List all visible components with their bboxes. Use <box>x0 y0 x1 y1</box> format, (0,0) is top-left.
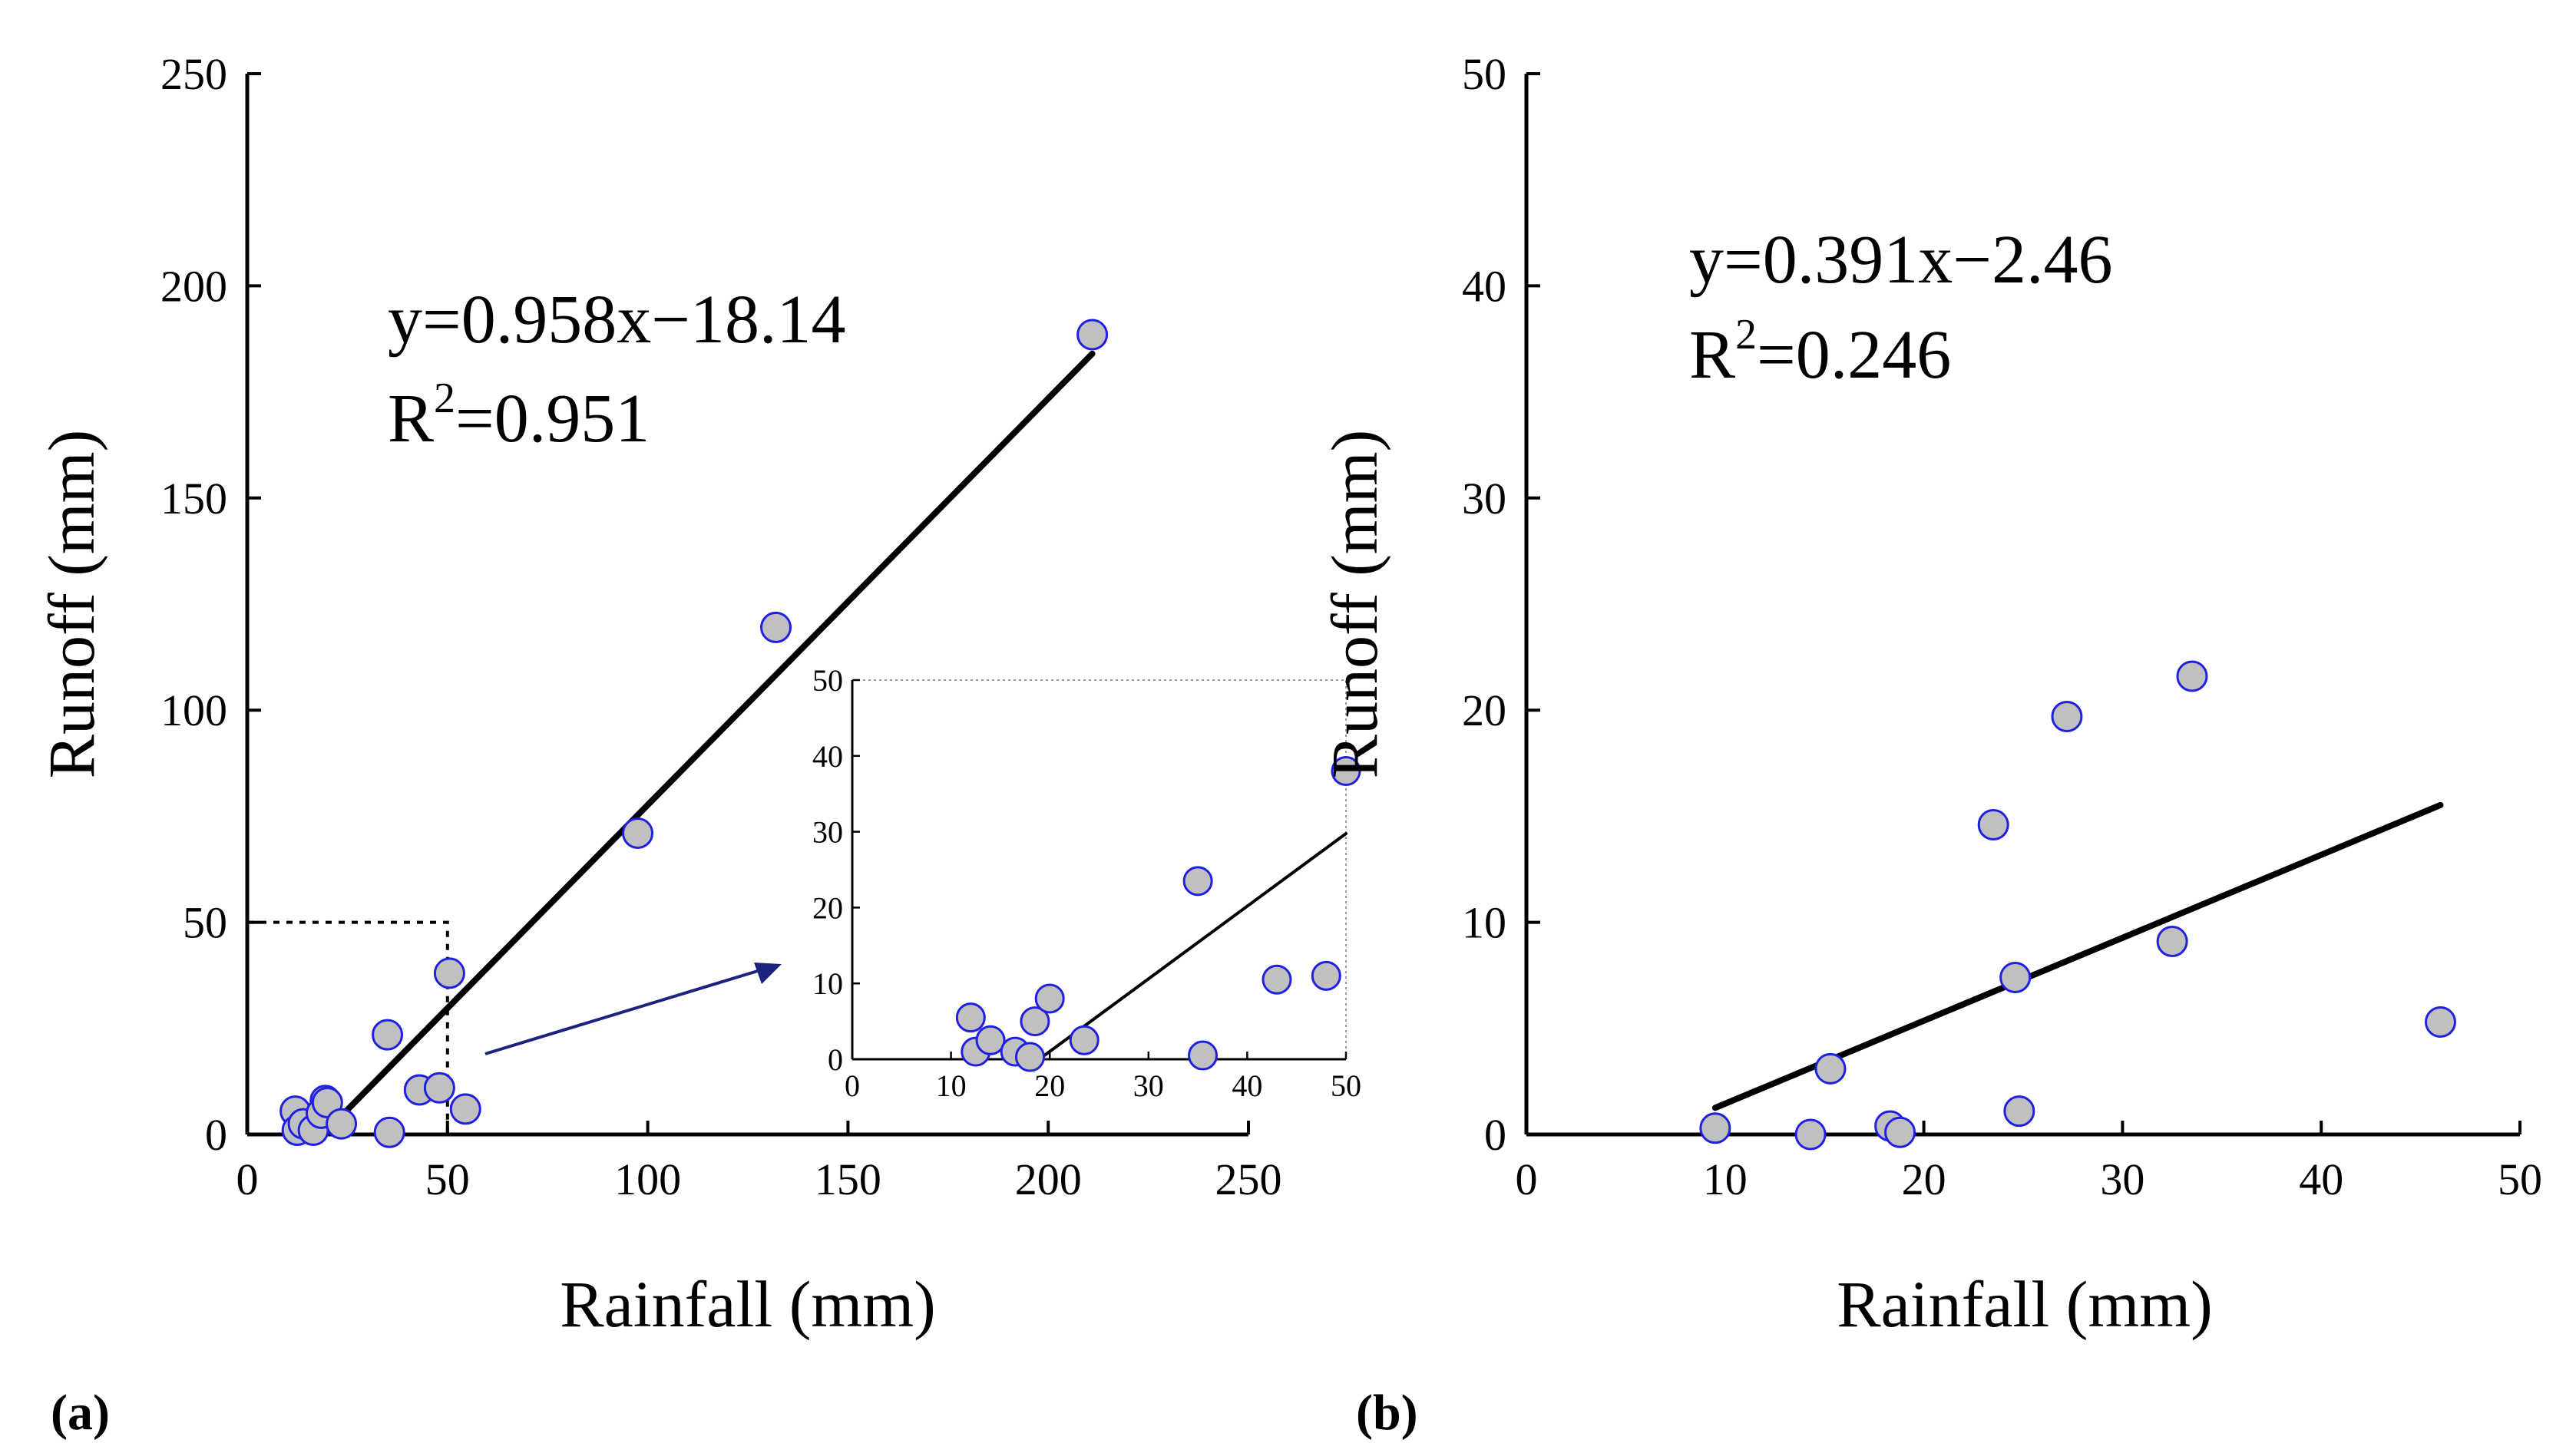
inset-x-tick-label: 50 <box>1331 1068 1361 1103</box>
inset-point <box>1069 1025 1100 1055</box>
inset-point <box>1034 983 1065 1014</box>
inset-point <box>955 1002 986 1033</box>
inset-x-tick-label: 10 <box>936 1068 967 1103</box>
panel-a-point <box>760 611 792 643</box>
panel-a-zoom-outline <box>247 920 449 1134</box>
inset-x-tick-label: 0 <box>845 1068 860 1103</box>
panel-a-x-tick-label: 150 <box>815 1154 881 1204</box>
panel-a-point <box>372 1019 404 1051</box>
panel-a-r2: R2=0.951 <box>388 375 650 457</box>
inset-point <box>975 1025 1006 1055</box>
inset-points <box>955 756 1361 1072</box>
inset-point <box>1014 1042 1045 1072</box>
panel-b-y-tick-label: 10 <box>1462 898 1506 948</box>
panel-a-point <box>449 1093 481 1125</box>
panel-a-y-tick-label: 250 <box>160 49 227 99</box>
panel-b-x-tick-label: 20 <box>1902 1154 1946 1204</box>
panel-a-zoom-box <box>247 920 449 1134</box>
panel-b-y-tick-label: 0 <box>1484 1110 1506 1160</box>
panel-a-x-tick-label: 0 <box>236 1154 259 1204</box>
panel-a-point <box>1076 319 1109 351</box>
panel-b-point <box>2176 660 2208 692</box>
panel-b-points <box>1699 660 2456 1151</box>
panel-a-y-tick-label: 100 <box>160 685 227 735</box>
panel-b-point <box>2003 1095 2035 1128</box>
inset-y-tick-label: 30 <box>812 815 843 850</box>
inset-y-tick-label: 50 <box>812 663 843 698</box>
panel-a-x-label: Rainfall (mm) <box>560 1267 936 1341</box>
panel-b-point <box>2424 1006 2456 1039</box>
panel-a-x-tick-label: 50 <box>425 1154 470 1204</box>
panel-b-point <box>2156 925 2188 957</box>
panel-a-x-tick-label: 200 <box>1015 1154 1082 1204</box>
panel-b-point <box>1977 808 2009 840</box>
panel-a-point <box>622 817 654 850</box>
inset-y-tick-label: 20 <box>812 890 843 925</box>
panel-a-point <box>326 1108 358 1140</box>
panel-a-x-tick-label: 250 <box>1215 1154 1282 1204</box>
panel-a-fit-line-segment <box>320 350 1096 1138</box>
panel-b-point <box>1794 1118 1827 1151</box>
panel-b-point <box>1999 961 2032 993</box>
panel-a-points <box>279 319 1109 1148</box>
panel-a-y-tick-label: 150 <box>160 474 227 523</box>
panel-b-x-tick-label: 0 <box>1516 1154 1538 1204</box>
panel-b-x-tick-label: 40 <box>2299 1154 2343 1204</box>
inset-y-tick-label: 0 <box>828 1042 843 1077</box>
panel-b-x-label: Rainfall (mm) <box>1837 1267 2213 1341</box>
inset-fit-line <box>1038 831 1348 1061</box>
inset-x-tick-label: 20 <box>1034 1068 1065 1103</box>
panel-a-equation: y=0.958x−18.14 <box>388 282 846 358</box>
panel-b-y-tick-label: 20 <box>1462 685 1506 735</box>
panel-b-y-tick-label: 40 <box>1462 261 1506 311</box>
panel-b-x-tick-label: 30 <box>2100 1154 2144 1204</box>
inset-frame <box>852 679 1347 1060</box>
panel-b-point <box>2051 700 2083 732</box>
panel-b-y-tick-label: 30 <box>1462 474 1506 523</box>
inset-x-tick-label: 30 <box>1133 1068 1164 1103</box>
zoom-arrow <box>484 963 782 1055</box>
panel-b-point <box>1699 1112 1731 1144</box>
inset-ticks: 0 10 20 30 40 50 0 10 20 30 40 50 <box>812 663 1361 1103</box>
inset-point <box>1262 964 1292 995</box>
zoom-arrow-shaft <box>484 969 761 1055</box>
panel-a-inset: 0 10 20 30 40 50 0 10 20 30 40 50 <box>812 663 1361 1103</box>
panel-a-label: (a) <box>51 1385 110 1441</box>
panel-a-point <box>373 1116 405 1148</box>
panel-b-point <box>1884 1116 1916 1148</box>
inset-x-tick-label: 40 <box>1232 1068 1262 1103</box>
panel-b: 0 10 20 30 40 50 0 10 20 30 40 50 Rainfall (mm) Run… <box>1318 49 2542 1441</box>
panel-a-fit-line <box>320 350 1096 1138</box>
panel-a-x-tick-label: 100 <box>614 1154 681 1204</box>
panel-b-ticks: 0 10 20 30 40 50 0 10 20 30 40 50 <box>1462 49 2542 1204</box>
panel-b-y-label: Runoff (mm) <box>1318 430 1391 779</box>
panel-b-x-tick-label: 50 <box>2498 1154 2542 1204</box>
panel-b-label: (b) <box>1356 1385 1418 1441</box>
inset-point <box>1188 1040 1219 1071</box>
panel-a-y-tick-label: 50 <box>183 898 227 948</box>
inset-point <box>1182 866 1213 897</box>
panel-b-point <box>1814 1052 1847 1085</box>
panel-b-x-tick-label: 10 <box>1703 1154 1748 1204</box>
inset-point <box>1311 960 1341 991</box>
inset-y-tick-label: 40 <box>812 739 843 774</box>
zoom-arrow-head <box>754 963 782 984</box>
panel-a-point <box>433 957 465 989</box>
panel-a-y-tick-label: 0 <box>205 1110 227 1160</box>
inset-point <box>1020 1006 1050 1037</box>
panel-b-y-tick-label: 50 <box>1462 49 1506 99</box>
inset-fit-line-segment <box>1038 831 1348 1061</box>
panel-b-equation: y=0.391x−2.46 <box>1689 222 2113 298</box>
panel-b-r2: R2=0.246 <box>1689 311 1951 393</box>
panel-a-y-label: Runoff (mm) <box>35 430 108 779</box>
panel-a-point <box>423 1072 455 1104</box>
panel-a-y-tick-label: 200 <box>160 261 227 311</box>
inset-point <box>1331 756 1361 787</box>
inset-y-tick-label: 10 <box>812 966 843 1001</box>
